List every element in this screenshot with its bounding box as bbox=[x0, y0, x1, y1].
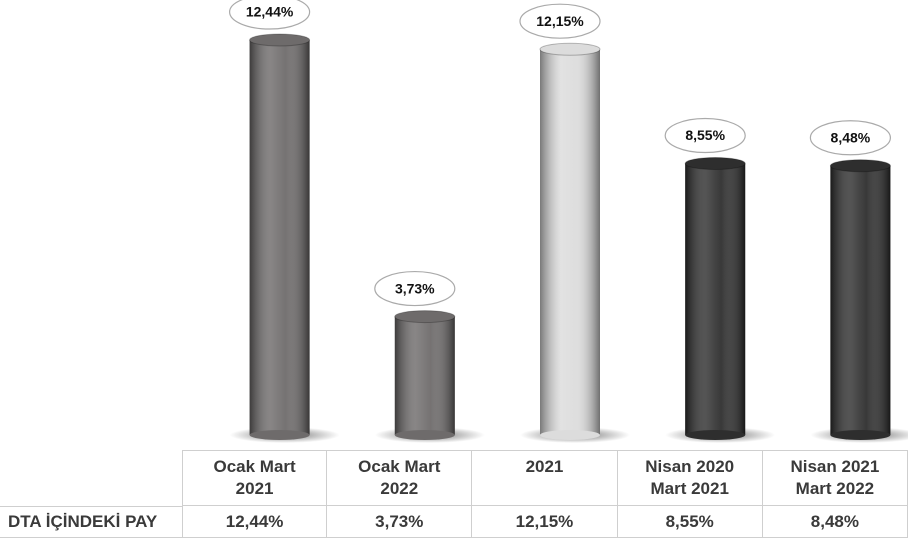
value-cell: 12,44% bbox=[182, 506, 328, 538]
bar-shade bbox=[249, 40, 310, 435]
category-cell-text: Nisan 2020 Mart 2021 bbox=[645, 457, 735, 498]
data-label: 12,44% bbox=[246, 4, 294, 20]
category-cell: Nisan 2020 Mart 2021 bbox=[617, 450, 763, 506]
data-label: 8,55% bbox=[685, 127, 725, 143]
row-label-text: DTA İÇİNDEKİ PAY bbox=[8, 512, 158, 531]
data-label: 8,48% bbox=[831, 129, 871, 145]
category-cell-text: 2021 bbox=[525, 457, 564, 476]
category-cell: Ocak Mart 2022 bbox=[327, 450, 473, 506]
value-cell-text: 8,48% bbox=[810, 511, 859, 531]
row-label: DTA İÇİNDEKİ PAY bbox=[0, 506, 182, 538]
bar-top bbox=[829, 159, 891, 173]
category-cell: Ocak Mart 2021 bbox=[182, 450, 328, 506]
bar-top bbox=[684, 157, 746, 171]
bar-base bbox=[540, 430, 600, 440]
bar-shade bbox=[830, 165, 891, 435]
bar-base bbox=[685, 430, 746, 440]
label-bubble bbox=[229, 0, 311, 30]
value-cell: 8,55% bbox=[617, 506, 763, 538]
category-cell-text: Ocak Mart 2021 bbox=[213, 457, 296, 498]
label-bubble bbox=[809, 120, 892, 156]
value-cell-text: 12,15% bbox=[515, 511, 574, 531]
bar-top bbox=[249, 33, 311, 47]
category-cell: 2021 bbox=[472, 450, 618, 506]
bar-base bbox=[394, 430, 455, 440]
label-bubble bbox=[519, 3, 601, 39]
label-bubble bbox=[374, 270, 456, 307]
value-cell: 12,15% bbox=[472, 506, 618, 538]
value-cell: 3,73% bbox=[327, 506, 473, 538]
bar-top bbox=[394, 310, 456, 324]
chart: 12,44% 3,73% 12,15% 8,55% 8,48% bbox=[229, 0, 908, 443]
bar-shade bbox=[685, 163, 746, 435]
value-cell-text: 8,55% bbox=[665, 511, 714, 531]
data-label: 12,15% bbox=[536, 13, 584, 29]
label-bubble bbox=[664, 117, 746, 154]
value-cell-text: 3,73% bbox=[375, 511, 424, 531]
bar-base bbox=[830, 430, 891, 440]
data-label: 3,73% bbox=[395, 280, 435, 296]
category-cell-text: Ocak Mart 2022 bbox=[358, 457, 441, 498]
value-cell-text: 12,44% bbox=[225, 511, 284, 531]
bar-shade bbox=[540, 49, 600, 436]
bar-shade bbox=[394, 316, 455, 435]
category-cell-text: Nisan 2021 Mart 2022 bbox=[790, 457, 880, 498]
category-cell: Nisan 2021 Mart 2022 bbox=[762, 450, 908, 506]
bar-top bbox=[539, 42, 601, 56]
bar-base bbox=[249, 430, 310, 440]
value-cell: 8,48% bbox=[762, 506, 908, 538]
